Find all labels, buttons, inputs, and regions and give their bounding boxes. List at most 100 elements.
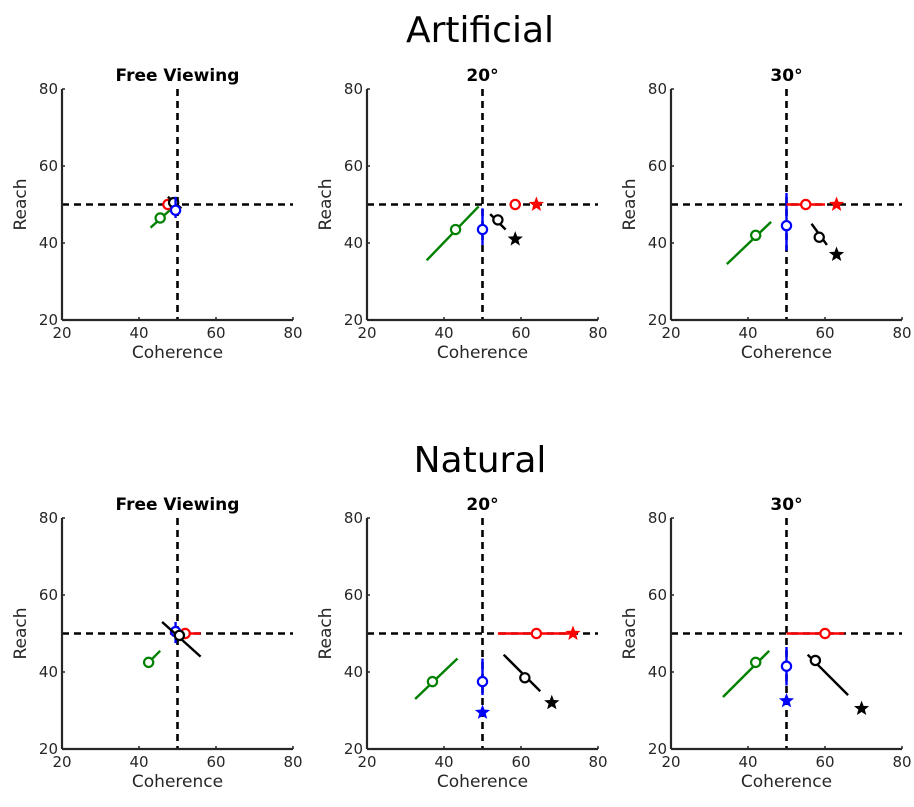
x-tick-label: 20 (52, 324, 71, 342)
x-tick-label: 60 (815, 753, 834, 771)
panel-title: Free Viewing (116, 66, 240, 86)
y-tick-label: 80 (39, 509, 58, 527)
x-tick-label: 20 (661, 753, 680, 771)
data-point-star (778, 692, 795, 708)
x-axis-label: Coherence (437, 343, 528, 363)
x-tick-label: 20 (52, 753, 71, 771)
panel-3: 30° 20 40 60 80 20 40 60 80 Coherence Reach (620, 66, 912, 363)
x-tick-label: 60 (206, 324, 225, 342)
y-tick-label: 80 (39, 80, 58, 98)
y-tick-label: 80 (344, 80, 363, 98)
series-1 (149, 209, 171, 229)
series-1 (414, 657, 459, 700)
data-point-circle (813, 231, 825, 243)
panel-2: 20° 20 40 60 80 20 40 60 80 Coherence Reach (316, 66, 608, 363)
data-point-circle (819, 627, 831, 640)
series-line (725, 220, 772, 266)
row-title-natural: Natural (414, 440, 547, 481)
x-axis-label: Coherence (437, 772, 528, 792)
y-tick-label: 20 (39, 740, 58, 758)
y-tick-label: 60 (344, 586, 363, 604)
y-tick-label: 80 (648, 80, 667, 98)
data-point-circle (809, 654, 822, 667)
x-tick-label: 80 (892, 753, 911, 771)
data-point-circle (750, 229, 762, 241)
y-tick-label: 20 (648, 311, 667, 329)
y-tick-label: 20 (344, 311, 363, 329)
data-point-star (507, 231, 523, 246)
x-axis-label: Coherence (741, 343, 832, 363)
y-tick-label: 40 (344, 234, 363, 252)
row-title-artificial: Artificial (406, 10, 554, 51)
y-axis-label: Reach (620, 607, 640, 659)
y-axis-label: Reach (620, 178, 640, 230)
series-4 (810, 223, 845, 262)
x-tick-label: 80 (588, 753, 607, 771)
data-point-circle (750, 656, 762, 669)
data-point-circle (169, 204, 182, 216)
x-tick-label: 60 (206, 753, 225, 771)
y-axis-label: Reach (316, 607, 336, 659)
series-4 (497, 625, 581, 640)
series-3 (786, 627, 845, 640)
data-point-circle (476, 223, 489, 236)
x-axis-label: Coherence (741, 772, 832, 792)
y-tick-label: 40 (344, 663, 363, 681)
data-point-star (828, 196, 845, 211)
x-tick-label: 60 (815, 324, 834, 342)
y-tick-label: 60 (344, 157, 363, 175)
data-point-star (853, 700, 870, 716)
series-4 (161, 621, 202, 658)
series-1 (722, 649, 771, 698)
series-1 (725, 220, 772, 266)
panel-title: Free Viewing (116, 495, 240, 515)
series-2 (778, 646, 795, 708)
y-tick-label: 40 (39, 234, 58, 252)
y-axis-label: Reach (11, 178, 31, 230)
y-tick-label: 60 (648, 157, 667, 175)
series-3 (502, 653, 560, 710)
data-point-circle (426, 675, 439, 688)
y-tick-label: 20 (39, 311, 58, 329)
series-3 (786, 196, 845, 211)
data-point-star (565, 625, 581, 640)
data-point-circle (142, 656, 155, 669)
series-4 (806, 653, 870, 716)
y-tick-label: 20 (344, 740, 363, 758)
data-point-star (544, 694, 560, 710)
data-point-circle (154, 212, 166, 224)
panel-1: Free Viewing 20 40 60 80 20 40 60 80 Coherence Rea… (11, 66, 303, 363)
data-point-circle (492, 214, 504, 226)
data-point-circle (800, 198, 812, 211)
series-1 (142, 649, 162, 669)
data-point-star (474, 704, 491, 719)
data-point-circle (519, 672, 531, 684)
series-4 (169, 196, 182, 218)
panel-title: 20° (466, 66, 498, 86)
data-point-circle (449, 223, 462, 236)
data-point-circle (509, 198, 521, 211)
x-tick-label: 80 (892, 324, 911, 342)
series-2 (476, 208, 489, 245)
x-tick-label: 40 (738, 324, 757, 342)
y-axis-label: Reach (316, 178, 336, 230)
x-tick-label: 60 (511, 753, 530, 771)
series-2 (474, 658, 491, 719)
x-axis-label: Coherence (132, 772, 223, 792)
data-point-circle (476, 675, 489, 688)
panel-4: Free Viewing 20 40 60 80 20 40 60 80 Coherence Rea… (11, 495, 303, 792)
x-tick-label: 80 (283, 753, 302, 771)
x-axis-label: Coherence (132, 343, 223, 363)
x-tick-label: 40 (738, 753, 757, 771)
x-tick-label: 80 (588, 324, 607, 342)
y-tick-label: 80 (648, 509, 667, 527)
x-tick-label: 40 (129, 753, 148, 771)
y-axis-label: Reach (11, 607, 31, 659)
y-tick-label: 20 (648, 740, 667, 758)
data-point-star (528, 196, 545, 211)
series-3 (489, 213, 523, 246)
y-tick-label: 40 (648, 663, 667, 681)
x-tick-label: 40 (434, 753, 453, 771)
series-1 (425, 205, 480, 262)
